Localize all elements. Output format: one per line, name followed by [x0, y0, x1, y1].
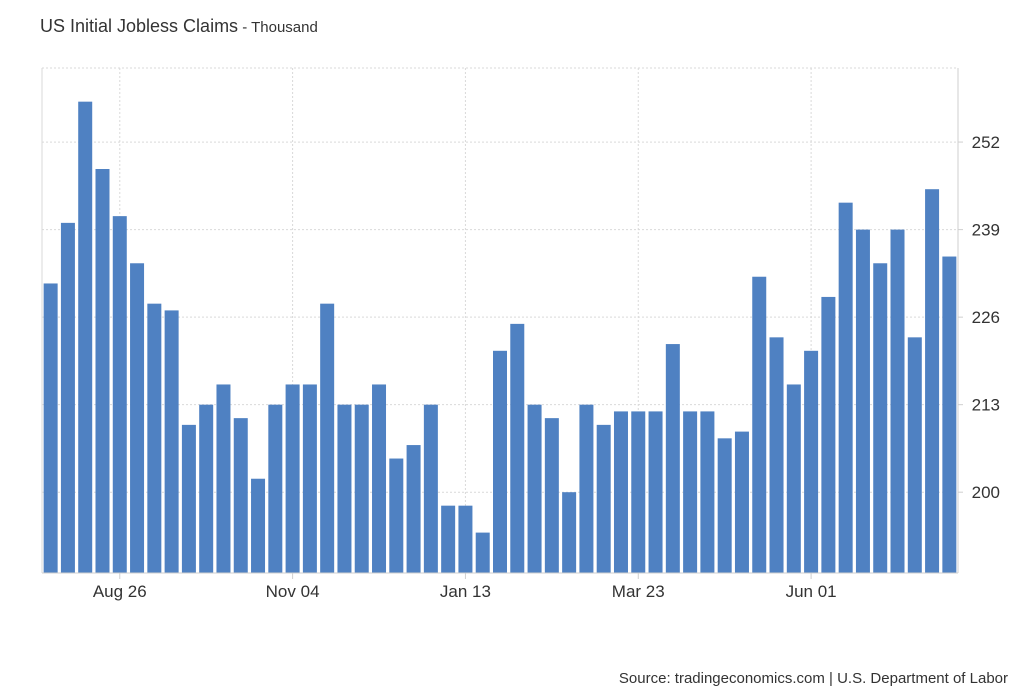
bar — [60, 222, 75, 573]
bar — [665, 344, 680, 573]
bar — [130, 263, 145, 573]
bar — [821, 296, 836, 573]
x-tick-label: Jun 01 — [786, 582, 837, 601]
bar — [43, 283, 58, 573]
bar — [544, 418, 559, 573]
bar — [302, 384, 317, 573]
bar — [458, 505, 473, 573]
bar — [95, 169, 110, 573]
y-tick-label: 252 — [972, 133, 1000, 152]
bar — [406, 445, 421, 573]
bar — [354, 404, 369, 573]
x-tick-label: Jan 13 — [440, 582, 491, 601]
y-tick-label: 226 — [972, 308, 1000, 327]
bar — [804, 350, 819, 573]
bar — [717, 438, 732, 573]
bar — [423, 404, 438, 573]
bar — [475, 532, 490, 573]
bar — [683, 411, 698, 573]
bar — [873, 263, 888, 573]
bar — [233, 418, 248, 573]
bar — [648, 411, 663, 573]
x-tick-label: Aug 26 — [93, 582, 147, 601]
bar — [78, 101, 93, 574]
bar — [734, 431, 749, 573]
bar — [855, 229, 870, 573]
bar — [268, 404, 283, 573]
bar — [147, 303, 162, 573]
bar — [112, 216, 127, 573]
bar — [942, 256, 957, 573]
bar — [596, 424, 611, 573]
bar — [493, 350, 507, 573]
x-tick-label: Mar 23 — [612, 582, 665, 601]
bar — [613, 411, 628, 573]
chart-title-text: US Initial Jobless Claims — [40, 16, 239, 36]
bar — [510, 323, 525, 573]
bar — [389, 458, 404, 573]
bar — [769, 337, 784, 573]
chart-title: US Initial Jobless Claims - Thousand — [40, 16, 318, 37]
bar — [562, 492, 577, 573]
bar — [925, 189, 940, 573]
bar — [337, 404, 352, 573]
chart-unit: - Thousand — [238, 19, 318, 36]
bar — [320, 303, 335, 573]
bar — [907, 337, 922, 573]
bar — [700, 411, 715, 573]
bar — [251, 478, 266, 573]
y-tick-label: 239 — [972, 221, 1000, 240]
bar — [164, 310, 179, 573]
x-tick-label: Nov 04 — [266, 582, 320, 601]
bar — [838, 202, 853, 573]
bar — [372, 384, 387, 573]
bar — [631, 411, 646, 573]
bar — [527, 404, 542, 573]
bar — [752, 276, 767, 573]
y-tick-label: 213 — [972, 396, 1000, 415]
bar — [441, 505, 456, 573]
bar — [579, 404, 594, 573]
bar — [199, 404, 214, 573]
y-tick-label: 200 — [972, 483, 1000, 502]
bar — [181, 424, 196, 573]
bar — [786, 384, 801, 573]
bar — [890, 229, 905, 573]
bar — [216, 384, 231, 573]
source-note: Source: tradingeconomics.com | U.S. Depa… — [618, 670, 1008, 687]
bar — [285, 384, 300, 573]
